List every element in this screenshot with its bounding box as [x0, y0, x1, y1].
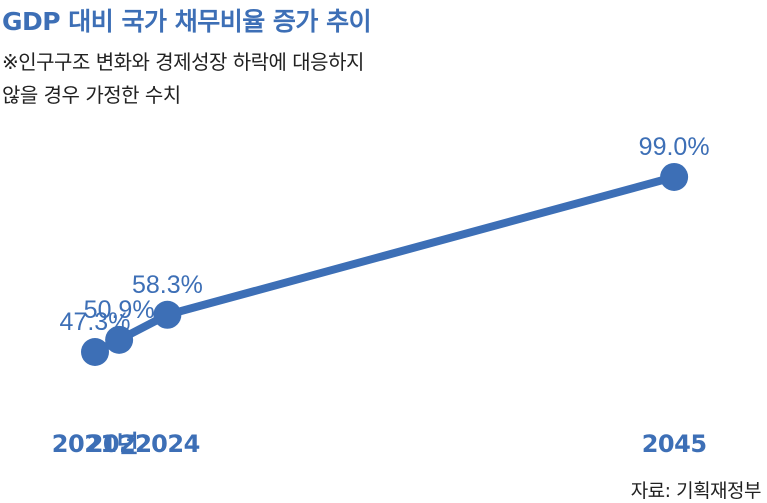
data-label: 99.0% [639, 133, 710, 161]
data-point [81, 338, 109, 366]
source-note: 자료: 기획재정부 [630, 480, 762, 502]
chart-subtitle: ※인구구조 변화와 경제성장 하락에 대응하지 않을 경우 가정한 수치 [2, 46, 364, 112]
x-tick-label: 2045 [642, 430, 707, 458]
data-label: 58.3% [132, 271, 203, 299]
subtitle-line-1: ※인구구조 변화와 경제성장 하락에 대응하지 [2, 50, 364, 74]
series-line [91, 172, 679, 356]
subtitle-line-2: 않을 경우 가정한 수치 [2, 83, 181, 107]
x-tick-label: 2022 [87, 430, 152, 458]
x-tick-label: 2021년 [52, 430, 138, 458]
chart-title: GDP 대비 국가 채무비율 증가 추이 [2, 7, 372, 36]
data-point [153, 300, 182, 329]
data-point [105, 325, 134, 354]
data-point [660, 162, 689, 191]
x-tick-label: 2024 [135, 430, 200, 458]
data-label: 50.9% [84, 296, 155, 324]
